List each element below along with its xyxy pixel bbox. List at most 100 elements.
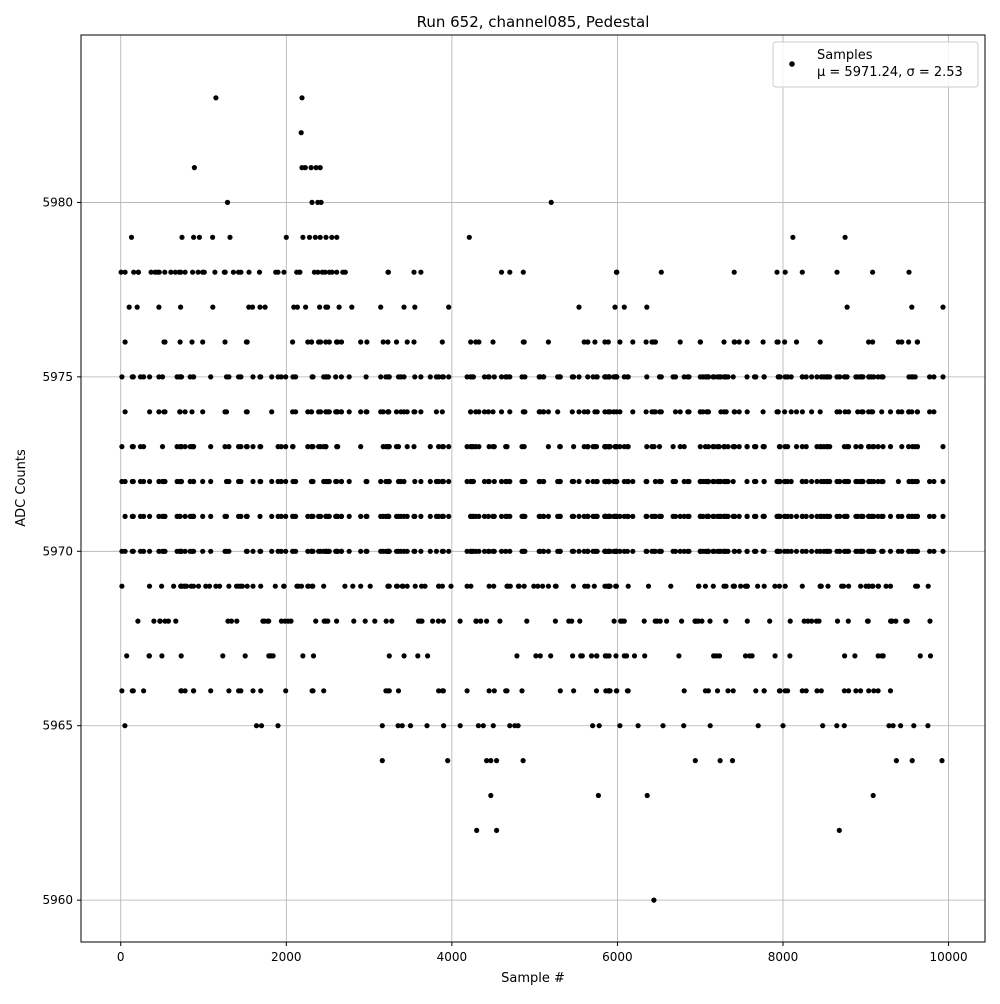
data-point: [697, 409, 704, 415]
data-point: [799, 478, 806, 485]
data-point: [182, 269, 188, 275]
data-point: [753, 688, 759, 694]
data-point: [801, 618, 807, 624]
data-point: [485, 374, 491, 380]
data-point: [879, 513, 885, 520]
data-point: [440, 374, 446, 380]
chart-title: Run 652, channel085, Pedestal: [417, 13, 650, 31]
data-point: [148, 269, 154, 275]
data-point: [187, 374, 193, 380]
data-point: [300, 653, 306, 659]
data-point: [249, 304, 256, 310]
data-point: [940, 304, 946, 310]
data-point: [411, 513, 417, 520]
data-point: [664, 618, 670, 624]
data-point: [273, 269, 279, 275]
data-point: [473, 618, 479, 624]
data-point: [308, 478, 314, 485]
data-point: [834, 548, 840, 554]
data-point: [178, 688, 184, 694]
data-point: [643, 513, 649, 520]
data-point: [305, 548, 311, 554]
data-point: [316, 409, 322, 415]
data-point: [721, 513, 727, 520]
data-point: [879, 374, 885, 380]
data-point: [643, 478, 649, 485]
data-point: [364, 548, 370, 554]
data-point: [230, 269, 236, 275]
data-point: [545, 339, 552, 345]
data-point: [569, 478, 575, 485]
data-point: [519, 688, 525, 694]
data-point: [652, 618, 658, 624]
data-points: [118, 95, 946, 903]
data-point: [236, 513, 242, 520]
data-point: [785, 688, 791, 694]
data-point: [411, 548, 417, 554]
data-point: [803, 688, 809, 694]
x-tick-label: 6000: [602, 950, 633, 964]
data-point: [834, 513, 840, 520]
data-point: [576, 304, 582, 310]
data-point: [293, 478, 299, 485]
data-point: [581, 548, 587, 554]
data-point: [393, 409, 400, 415]
data-point: [537, 653, 543, 659]
data-point: [585, 444, 591, 450]
data-point: [152, 269, 158, 275]
data-point: [182, 688, 188, 694]
data-point: [278, 444, 284, 450]
data-point: [130, 478, 136, 485]
data-point: [545, 548, 552, 554]
data-point: [607, 513, 613, 520]
data-point: [318, 199, 324, 205]
data-point: [427, 513, 433, 520]
data-point: [697, 444, 703, 450]
data-point: [321, 688, 327, 694]
data-point: [242, 653, 248, 659]
data-point: [130, 548, 136, 554]
data-point: [751, 374, 758, 380]
data-point: [283, 374, 289, 380]
data-point: [464, 688, 470, 694]
data-point: [614, 688, 620, 694]
data-point: [834, 409, 840, 415]
data-point: [805, 618, 811, 624]
data-point: [906, 548, 912, 554]
data-point: [617, 339, 623, 345]
data-point: [710, 583, 716, 589]
data-point: [395, 444, 402, 450]
data-point: [761, 583, 767, 589]
data-point: [439, 513, 445, 520]
data-point: [159, 653, 165, 659]
data-point: [899, 409, 905, 415]
data-point: [446, 548, 452, 554]
data-point: [814, 374, 820, 380]
data-point: [481, 409, 488, 415]
data-point: [156, 513, 162, 520]
data-point: [411, 269, 417, 275]
data-point: [298, 583, 305, 589]
data-point: [137, 444, 144, 450]
data-point: [931, 548, 937, 554]
data-point: [338, 339, 345, 345]
data-point: [412, 374, 418, 380]
data-point: [879, 409, 885, 415]
data-point: [670, 444, 676, 450]
data-point: [621, 548, 627, 554]
data-point: [418, 269, 424, 275]
data-point: [594, 478, 600, 485]
data-point: [159, 374, 166, 380]
data-point: [569, 513, 575, 520]
data-point: [730, 374, 736, 380]
data-point: [491, 478, 497, 485]
data-point: [323, 444, 329, 450]
data-point: [519, 444, 525, 450]
data-point: [721, 444, 728, 450]
data-point: [624, 653, 630, 659]
data-point: [474, 827, 480, 834]
data-point: [644, 444, 650, 450]
data-point: [707, 618, 713, 624]
data-point: [868, 478, 875, 485]
data-point: [875, 374, 881, 380]
